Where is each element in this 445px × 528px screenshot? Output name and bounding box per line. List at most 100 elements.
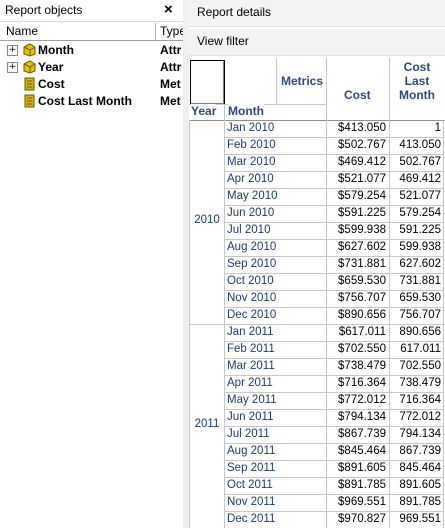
tree-item-cost-last-month[interactable]: Cost Last Month Met <box>0 93 183 110</box>
cost-cell: $502.767 <box>338 139 386 151</box>
cost-last-month-cell: 469.412 <box>399 173 441 185</box>
cost-last-month-cell: 591.225 <box>399 224 441 236</box>
tree-item-label: Year <box>38 60 64 74</box>
cost-last-month-cell: 891.785 <box>399 496 441 508</box>
report-panel: Report details View filter Metrics Cost … <box>189 0 445 528</box>
cost-cell: $867.739 <box>338 428 386 440</box>
row-divider <box>224 392 444 393</box>
month-cell[interactable]: Mar 2010 <box>227 156 276 168</box>
month-cell[interactable]: Jul 2011 <box>227 428 270 440</box>
month-cell[interactable]: Jul 2010 <box>227 224 271 236</box>
month-cell[interactable]: Sep 2010 <box>227 258 277 270</box>
month-cell[interactable]: Oct 2011 <box>227 479 273 491</box>
tree-item-month[interactable]: + Month Attr <box>0 42 183 59</box>
cost-last-month-cell: 521.077 <box>399 190 441 202</box>
cost-cell: $702.550 <box>338 343 386 355</box>
row-divider <box>224 273 444 274</box>
header-divider <box>389 58 390 120</box>
month-cell[interactable]: Nov 2010 <box>227 292 277 304</box>
cost-cell: $599.938 <box>338 224 386 236</box>
cost-last-month-cell: 969.551 <box>399 513 441 525</box>
attribute-icon <box>23 60 36 74</box>
cost-cell: $659.530 <box>338 275 386 287</box>
cost-last-month-cell: 617.011 <box>400 343 441 355</box>
cost-cell: $772.012 <box>338 394 386 406</box>
cost-cell: $970.827 <box>338 513 386 525</box>
cost-cell: $413.050 <box>338 122 386 134</box>
column-resize-handle[interactable] <box>155 23 156 40</box>
panel-splitter[interactable] <box>183 0 189 528</box>
tree-item-type: Met <box>160 77 181 91</box>
report-objects-title: Report objects <box>5 3 83 17</box>
attribute-icon <box>23 43 36 57</box>
month-cell[interactable]: Sep 2011 <box>227 462 276 474</box>
month-cell[interactable]: Jun 2011 <box>227 411 274 423</box>
cost-last-month-cell: 502.767 <box>399 156 441 168</box>
row-divider <box>224 341 444 342</box>
tree-item-label: Cost <box>38 77 65 91</box>
row-divider <box>224 460 444 461</box>
cost-last-month-header[interactable]: Cost Last Month <box>393 60 441 102</box>
row-divider <box>224 358 444 359</box>
view-filter-label: View filter <box>197 34 249 48</box>
month-cell[interactable]: Aug 2011 <box>227 445 276 457</box>
tree-item-cost[interactable]: Cost Met <box>0 76 183 93</box>
year-header[interactable]: Year <box>191 104 217 118</box>
month-cell[interactable]: Apr 2010 <box>227 173 274 185</box>
month-header[interactable]: Month <box>228 104 264 118</box>
row-divider <box>224 171 444 172</box>
row-divider <box>224 137 444 138</box>
report-objects-titlebar: Report objects × <box>0 0 183 22</box>
metrics-header[interactable]: Metrics <box>281 74 324 88</box>
month-cell[interactable]: Nov 2011 <box>227 496 276 508</box>
row-divider <box>224 511 444 512</box>
cost-cell: $756.707 <box>338 292 386 304</box>
row-divider <box>224 205 444 206</box>
report-objects-panel: Report objects × Name Type + Month Attr … <box>0 0 187 528</box>
tree-item-type: Attr <box>160 43 182 57</box>
month-cell[interactable]: Jun 2010 <box>227 207 275 219</box>
cost-cell: $891.605 <box>338 462 386 474</box>
cost-cell: $716.364 <box>338 377 386 389</box>
month-cell[interactable]: May 2010 <box>227 190 278 202</box>
year-cell[interactable]: 2011 <box>194 418 220 430</box>
expand-icon[interactable]: + <box>7 45 18 56</box>
expand-icon[interactable]: + <box>7 62 18 73</box>
column-header-type[interactable]: Type <box>160 24 187 38</box>
cost-cell: $591.225 <box>338 207 386 219</box>
month-cell[interactable]: Oct 2010 <box>227 275 274 287</box>
header-divider <box>276 58 277 104</box>
cost-cell: $891.785 <box>338 479 386 491</box>
tree-item-type: Attr <box>160 60 182 74</box>
month-cell[interactable]: Dec 2011 <box>227 513 276 525</box>
grid-corner-cell[interactable] <box>190 60 225 105</box>
month-cell[interactable]: Dec 2010 <box>227 309 277 321</box>
close-icon[interactable]: × <box>164 1 173 18</box>
row-divider <box>224 290 444 291</box>
month-cell[interactable]: Aug 2010 <box>227 241 277 253</box>
cost-last-month-cell: 756.707 <box>399 309 441 321</box>
cost-last-month-cell: 579.254 <box>399 207 441 219</box>
tree-item-year[interactable]: + Year Attr <box>0 59 183 76</box>
cost-last-month-cell: 890.656 <box>399 326 441 338</box>
cost-last-month-cell: 716.364 <box>399 394 441 406</box>
view-filter-bar[interactable]: View filter <box>189 29 445 56</box>
month-cell[interactable]: May 2011 <box>227 394 277 406</box>
month-cell[interactable]: Apr 2011 <box>227 377 273 389</box>
report-details-bar[interactable]: Report details <box>189 0 445 27</box>
row-divider <box>224 324 444 325</box>
metric-icon <box>24 94 35 108</box>
month-cell[interactable]: Feb 2011 <box>227 343 275 355</box>
row-divider <box>224 239 444 240</box>
column-header-name[interactable]: Name <box>6 24 39 38</box>
tree-item-label: Cost Last Month <box>38 94 132 108</box>
row-divider <box>224 375 444 376</box>
cost-header[interactable]: Cost <box>344 88 371 102</box>
header-bottom-border <box>189 120 445 121</box>
month-cell[interactable]: Mar 2011 <box>227 360 275 372</box>
month-cell[interactable]: Jan 2010 <box>227 122 275 134</box>
month-cell[interactable]: Feb 2010 <box>227 139 276 151</box>
month-cell[interactable]: Jan 2011 <box>227 326 274 338</box>
cost-cell: $969.551 <box>338 496 386 508</box>
year-cell[interactable]: 2010 <box>194 214 220 226</box>
